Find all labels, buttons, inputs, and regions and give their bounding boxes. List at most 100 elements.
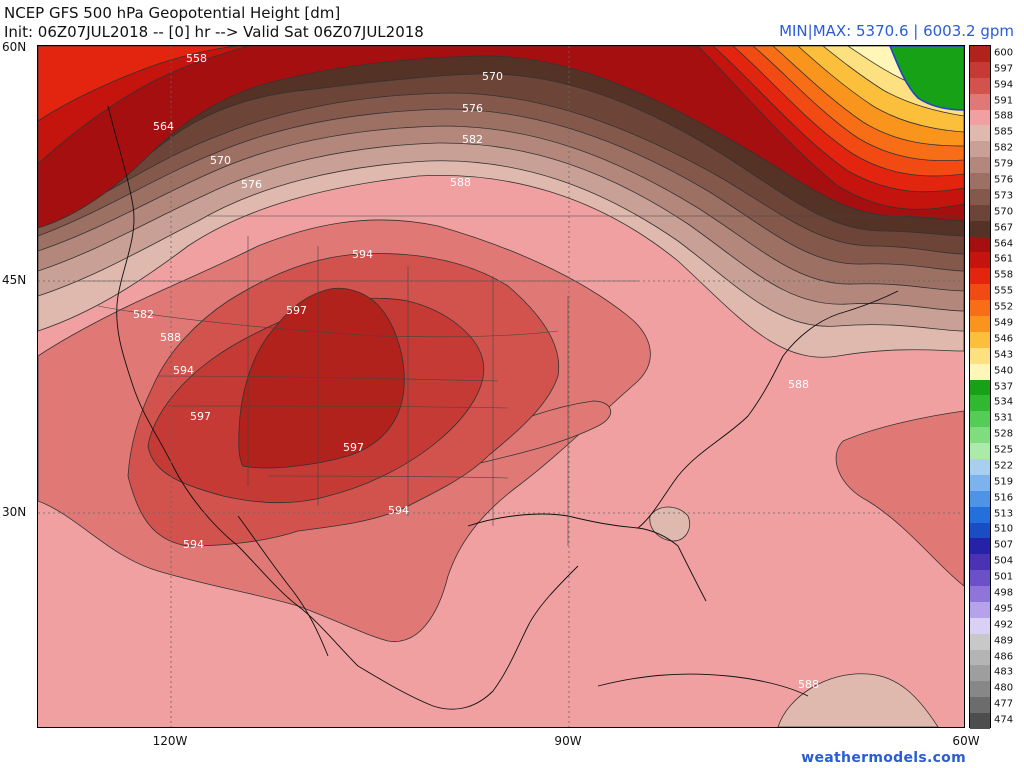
colorbar-label-528: 528 (994, 428, 1014, 440)
colorbar-label-546: 546 (994, 333, 1014, 345)
colorbar-label-522: 522 (994, 460, 1014, 472)
contour-label-588-east: 588 (788, 378, 809, 391)
contour-labels: 558 564 570 570 576 576 582 582 588 588 … (133, 52, 819, 691)
contour-label-570-west: 570 (210, 154, 231, 167)
colorbar-swatch-486 (970, 649, 990, 666)
contour-label-588-caribbean: 588 (798, 678, 819, 691)
colorbar-label-507: 507 (994, 539, 1014, 551)
minmax-readout: MIN|MAX: 5370.6 | 6003.2 gpm (779, 22, 1014, 40)
colorbar-label-519: 519 (994, 476, 1014, 488)
contour-label-594-west: 594 (173, 364, 194, 377)
colorbar-swatch-543 (970, 347, 990, 365)
colorbar-label-537: 537 (994, 381, 1014, 392)
colorbar-label-582: 582 (994, 142, 1014, 154)
contour-label-594-south: 594 (388, 504, 409, 517)
colorbar-label-591: 591 (994, 95, 1014, 107)
colorbar-swatch-504 (970, 554, 990, 571)
colorbar-label-585: 585 (994, 126, 1014, 138)
colorbar-swatch-537 (970, 379, 990, 396)
colorbar-label-477: 477 (994, 698, 1014, 710)
colorbar-label-564: 564 (994, 238, 1014, 250)
lat-label-60n: 60N (2, 40, 27, 54)
colorbar-label-567: 567 (994, 222, 1014, 234)
colorbar-label-600: 600 (994, 47, 1014, 59)
graticule (38, 46, 964, 727)
colorbar-swatch-576 (970, 173, 990, 190)
lon-label-60w: 60W (952, 734, 980, 748)
colorbar-swatch-597 (970, 61, 990, 79)
colorbar-swatch-540 (970, 363, 990, 381)
colorbar-swatch-588 (970, 109, 990, 126)
colorbar-label-597: 597 (994, 63, 1014, 75)
credit-text: weathermodels.com (801, 750, 966, 766)
contour-label-588-north: 588 (450, 176, 471, 189)
colorbar-swatch-549 (970, 316, 990, 333)
colorbar-swatch-582 (970, 141, 990, 158)
colorbar-swatch-555 (970, 284, 990, 301)
colorbar-swatch-534 (970, 395, 990, 412)
colorbar-swatch-525 (970, 443, 990, 460)
colorbar-swatch-600 (970, 46, 990, 63)
contour-label-582-north: 582 (462, 133, 483, 146)
contour-label-594-southwest: 594 (183, 538, 204, 551)
colorbar-label-558: 558 (994, 269, 1014, 281)
colorbar-swatch-564 (970, 236, 990, 253)
colorbar-swatch-591 (970, 93, 990, 111)
band-591-atlantic (835, 410, 964, 587)
colorbar-swatch-513 (970, 506, 990, 523)
contour-label-576-north: 576 (462, 102, 483, 115)
colorbar-swatch-573 (970, 188, 990, 206)
colorbar-swatch-480 (970, 681, 990, 698)
colorbar-label-552: 552 (994, 301, 1014, 313)
colorbar-swatch-477 (970, 697, 990, 714)
band-558-west (38, 46, 239, 122)
colorbar-label-576: 576 (994, 174, 1014, 186)
colorbar-swatch-483 (970, 665, 990, 682)
colorbar-label-474: 474 (994, 714, 1014, 726)
contour-label-594-north: 594 (352, 248, 373, 261)
colorbar-swatch-570 (970, 204, 990, 222)
colorbar-label-501: 501 (994, 571, 1014, 583)
band-600 (238, 287, 405, 469)
colorbar-swatch-561 (970, 252, 990, 269)
band-564 (38, 46, 964, 229)
title-line-1: NCEP GFS 500 hPa Geopotential Height [dm… (4, 4, 341, 22)
lat-label-30n: 30N (2, 505, 27, 519)
colorbar-label-513: 513 (994, 508, 1014, 520)
title-line-2: Init: 06Z07JUL2018 -- [0] hr --> Valid S… (4, 23, 424, 41)
contour-label-576-west: 576 (241, 178, 262, 191)
colorbar-swatch-579 (970, 157, 990, 174)
colorbar-label-594: 594 (994, 79, 1014, 91)
colorbar-label-540: 540 (994, 365, 1014, 377)
band-585-florida (649, 506, 690, 542)
colorbar-label-486: 486 (994, 651, 1014, 663)
lon-label-90w: 90W (554, 734, 582, 748)
colorbar-label-498: 498 (994, 587, 1014, 599)
map-title: NCEP GFS 500 hPa Geopotential Height [dm… (4, 4, 424, 42)
height-map-svg: 558 564 570 570 576 576 582 582 588 588 … (38, 46, 964, 727)
colorbar-label-573: 573 (994, 190, 1014, 202)
colorbar-label-570: 570 (994, 206, 1014, 218)
colorbar-label-543: 543 (994, 349, 1014, 361)
colorbar-swatch-516 (970, 490, 990, 508)
colorbar-swatch-474 (970, 713, 990, 730)
colorbar-label-492: 492 (994, 619, 1014, 631)
colorbar-swatch-507 (970, 538, 990, 555)
contour-label-597-west: 597 (190, 410, 211, 423)
colorbar-swatch-501 (970, 570, 990, 587)
colorbar-label-480: 480 (994, 682, 1014, 694)
lon-label-120w: 120W (152, 734, 188, 748)
colorbar-label-489: 489 (994, 635, 1014, 647)
colorbar-label-588: 588 (994, 110, 1014, 122)
colorbar-label-555: 555 (994, 285, 1014, 297)
colorbar-label-495: 495 (994, 603, 1014, 615)
contour-label-597-north: 597 (286, 304, 307, 317)
colorbar-swatch-498 (970, 586, 990, 603)
colorbar-label-579: 579 (994, 158, 1014, 170)
band-537 (889, 46, 964, 111)
colorbar-swatch-552 (970, 300, 990, 317)
colorbar-label-516: 516 (994, 492, 1014, 504)
colorbar (969, 45, 991, 730)
colorbar-swatch-495 (970, 601, 990, 619)
colorbar-swatch-558 (970, 268, 990, 285)
